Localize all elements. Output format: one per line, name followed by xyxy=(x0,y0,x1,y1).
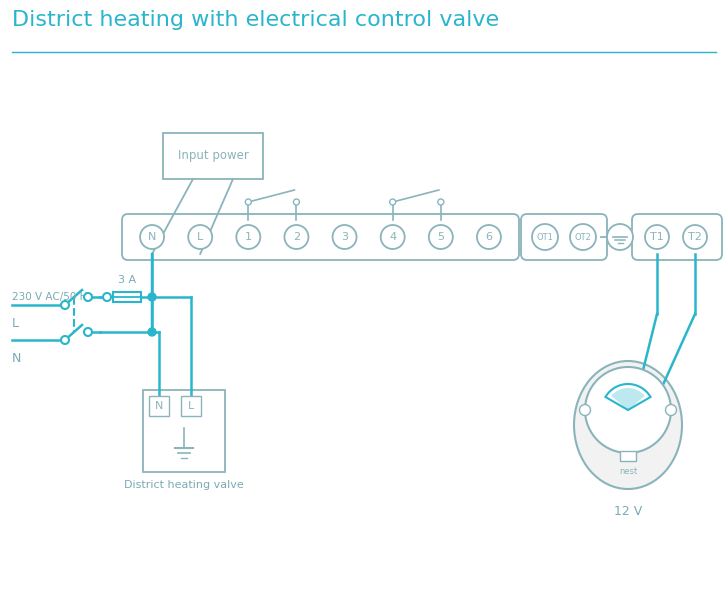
Text: nest: nest xyxy=(619,467,637,476)
Text: L: L xyxy=(197,232,203,242)
FancyBboxPatch shape xyxy=(521,214,607,260)
Bar xyxy=(620,451,636,461)
Circle shape xyxy=(61,336,69,344)
Text: 6: 6 xyxy=(486,232,492,242)
Circle shape xyxy=(570,224,596,250)
Text: 5: 5 xyxy=(438,232,444,242)
Text: 230 V AC/50 Hz: 230 V AC/50 Hz xyxy=(12,292,93,302)
FancyBboxPatch shape xyxy=(163,133,263,179)
Bar xyxy=(113,292,141,302)
Text: T2: T2 xyxy=(688,232,702,242)
Circle shape xyxy=(285,225,309,249)
Circle shape xyxy=(645,225,669,249)
FancyBboxPatch shape xyxy=(122,214,519,260)
Text: 3: 3 xyxy=(341,232,348,242)
Circle shape xyxy=(532,224,558,250)
Text: N: N xyxy=(155,401,163,411)
Circle shape xyxy=(579,405,590,415)
Circle shape xyxy=(84,293,92,301)
Bar xyxy=(149,396,169,416)
Text: OT2: OT2 xyxy=(574,232,591,242)
Circle shape xyxy=(683,225,707,249)
Text: 4: 4 xyxy=(389,232,396,242)
Circle shape xyxy=(381,225,405,249)
Text: L: L xyxy=(12,317,19,330)
FancyBboxPatch shape xyxy=(143,390,225,472)
Circle shape xyxy=(333,225,357,249)
Circle shape xyxy=(429,225,453,249)
Circle shape xyxy=(148,293,156,301)
Circle shape xyxy=(140,225,164,249)
Text: OT1: OT1 xyxy=(537,232,553,242)
Circle shape xyxy=(245,199,251,205)
Circle shape xyxy=(103,293,111,301)
Circle shape xyxy=(188,225,212,249)
Text: N: N xyxy=(12,352,21,365)
Ellipse shape xyxy=(574,361,682,489)
Circle shape xyxy=(665,405,676,415)
Text: District heating with electrical control valve: District heating with electrical control… xyxy=(12,10,499,30)
Text: nest: nest xyxy=(617,392,638,402)
Circle shape xyxy=(84,328,92,336)
Text: Input power: Input power xyxy=(178,150,248,163)
Circle shape xyxy=(237,225,261,249)
FancyBboxPatch shape xyxy=(632,214,722,260)
Circle shape xyxy=(438,199,444,205)
Circle shape xyxy=(585,367,671,453)
Circle shape xyxy=(61,301,69,309)
Circle shape xyxy=(607,224,633,250)
Text: T1: T1 xyxy=(650,232,664,242)
Text: L: L xyxy=(188,401,194,411)
Text: 3 A: 3 A xyxy=(118,275,136,285)
Circle shape xyxy=(389,199,396,205)
Text: 12 V: 12 V xyxy=(614,505,642,518)
Wedge shape xyxy=(606,384,651,410)
Circle shape xyxy=(148,328,156,336)
Wedge shape xyxy=(611,388,645,410)
Text: 1: 1 xyxy=(245,232,252,242)
Text: N: N xyxy=(148,232,157,242)
Bar xyxy=(181,396,201,416)
Circle shape xyxy=(477,225,501,249)
Text: 2: 2 xyxy=(293,232,300,242)
Circle shape xyxy=(293,199,299,205)
Text: District heating valve: District heating valve xyxy=(124,480,244,490)
